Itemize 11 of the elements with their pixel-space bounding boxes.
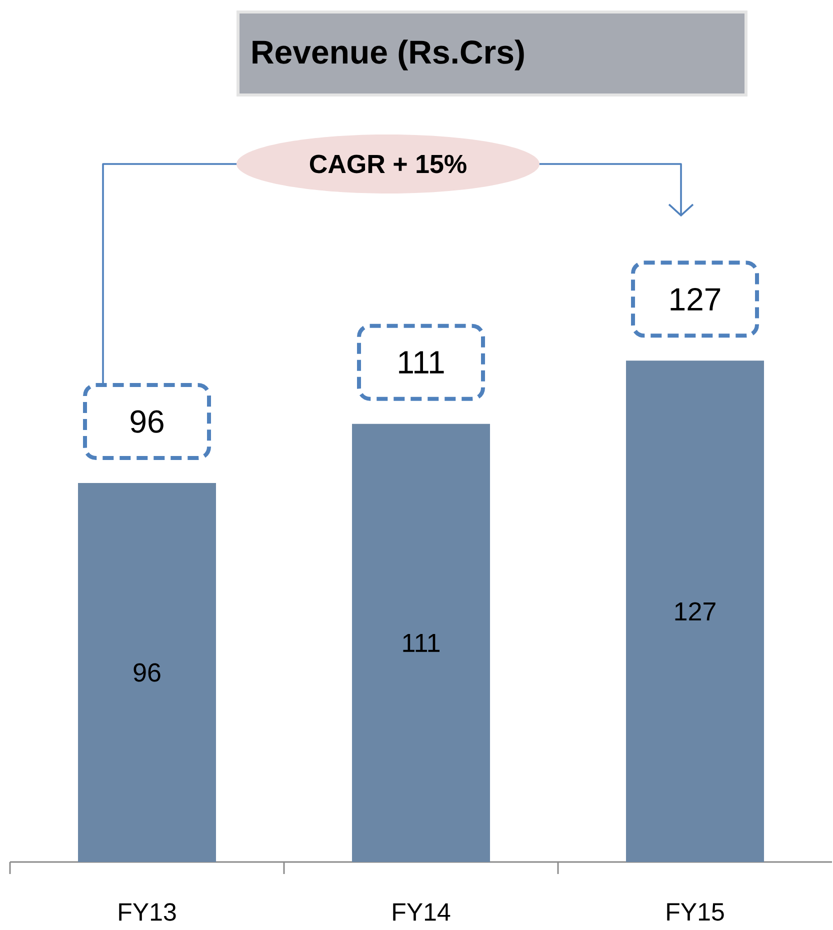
x-tick-label: FY14: [393, 903, 450, 921]
annotation: 111: [399, 351, 444, 374]
x-tick-label: FY13: [119, 903, 176, 921]
data-label: 96: [134, 663, 160, 682]
annotation: 127: [670, 288, 720, 310]
annotation: 96: [130, 410, 164, 433]
data-label: 111: [403, 634, 440, 652]
x-tick-label: FY15: [667, 903, 724, 921]
text: CAGR + 15%: [310, 154, 467, 174]
data-label: 127: [675, 602, 716, 620]
chart-title: Revenue (Rs.Crs): [252, 40, 524, 70]
